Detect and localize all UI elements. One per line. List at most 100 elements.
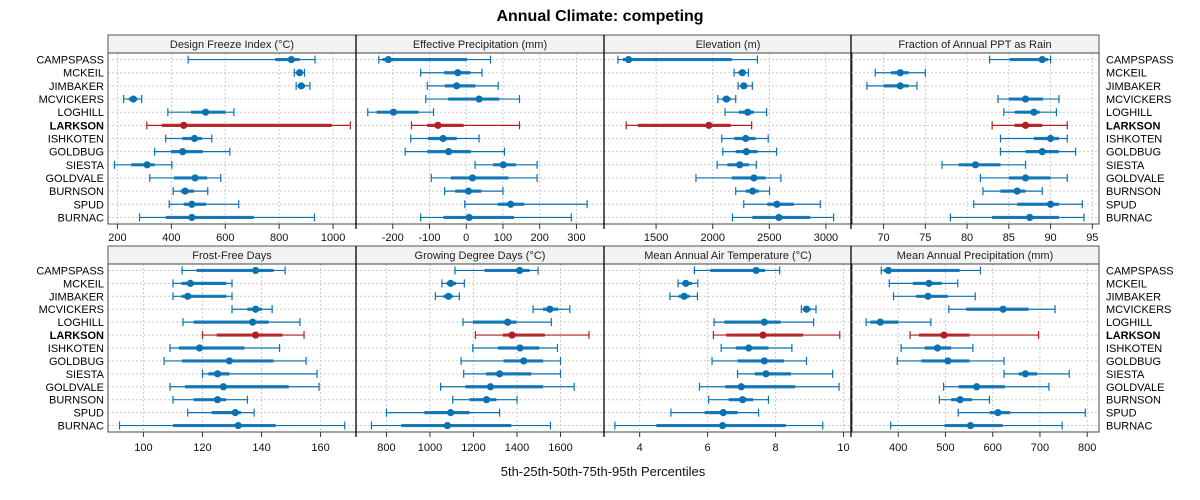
category-label: GOLDBUG (49, 147, 104, 159)
median-point (520, 357, 528, 365)
row-larkson (991, 121, 1068, 130)
category-label: BURNSON (1106, 395, 1161, 407)
row-burnson (452, 395, 518, 404)
row-siesta (474, 160, 538, 169)
strip-title: Frost-Free Days (192, 250, 272, 262)
median-point (1030, 108, 1038, 116)
row-burnac (731, 213, 835, 222)
median-point (738, 69, 746, 77)
x-tick-label: 3000 (814, 232, 838, 244)
strip-title: Effective Precipitation (mm) (413, 39, 547, 51)
median-point (736, 161, 744, 169)
median-point (956, 396, 964, 404)
x-tick-label: 90 (1044, 232, 1056, 244)
row-larkson (201, 331, 305, 340)
panel-effective-precipitation-mm: Effective Precipitation (mm) -200 -100 0 100… (355, 34, 605, 244)
row-mcvickers (123, 95, 143, 104)
median-point (465, 213, 473, 222)
x-tick-label: 1600 (548, 442, 572, 454)
median-point (439, 134, 447, 143)
median-point (994, 409, 1002, 417)
category-label: ISHKOTEN (48, 134, 104, 146)
row-goldvale (430, 173, 538, 182)
category-label: SIESTA (1106, 160, 1145, 172)
panel-elevation-m: Elevation (m) 1500 2000 2500 3000 (603, 34, 853, 244)
panel-fraction-of-annual-ppt-as-rain: Fraction of Annual PPT as Rain 70 75 80 85 90… (850, 34, 1174, 244)
median-point (760, 357, 768, 365)
median-point (508, 331, 516, 339)
row-jimbaker (426, 81, 499, 90)
row-goldvale (440, 382, 575, 391)
row-ishkoten (472, 344, 559, 352)
category-label: LOGHILL (58, 107, 104, 119)
median-point (973, 383, 981, 391)
x-tick-label: 300 (567, 232, 585, 244)
median-point (252, 305, 260, 313)
category-label: BURNAC (58, 421, 105, 433)
median-point (749, 187, 757, 195)
median-point (129, 95, 137, 103)
panel-growing-degree-days-c: Growing Degree Days (°C) 800 1000 1200 1400 1… (355, 245, 605, 454)
row-goldvale (149, 173, 222, 182)
median-point (195, 344, 204, 352)
median-point (296, 69, 304, 77)
median-point (252, 266, 260, 275)
x-tick-label: 600 (216, 232, 234, 244)
row-ishkoten (999, 134, 1068, 143)
median-point (213, 370, 222, 378)
row-siesta (941, 160, 1027, 169)
category-label: LOGHILL (1106, 107, 1152, 119)
category-label: LOGHILL (1106, 317, 1152, 329)
category-label: LOGHILL (58, 317, 104, 329)
row-spud (743, 200, 821, 209)
row-goldbug (404, 147, 506, 156)
row-jimbaker (434, 292, 460, 301)
median-point (389, 108, 398, 116)
median-point (188, 200, 196, 208)
median-point (231, 409, 239, 417)
median-point (705, 121, 713, 129)
row-loghill (865, 318, 932, 327)
median-point (896, 82, 904, 90)
row-ishkoten (169, 344, 281, 352)
x-axis-label: 5th-25th-50th-75th-95th Percentiles (501, 464, 706, 479)
median-point (486, 383, 495, 391)
median-point (213, 396, 222, 404)
category-label: CAMPSPASS (1106, 55, 1174, 67)
x-tick-label: 800 (270, 232, 288, 244)
category-label: MCVICKERS (1106, 304, 1171, 316)
median-point (802, 305, 811, 313)
category-label: SPUD (73, 199, 104, 211)
median-point (1046, 134, 1055, 143)
median-point (468, 174, 477, 182)
x-tick-label: 6 (705, 442, 711, 454)
category-label: MCVICKERS (39, 94, 104, 106)
row-burnson (172, 187, 209, 196)
x-tick-label: 200 (108, 232, 126, 244)
x-tick-label: 100 (134, 442, 152, 454)
x-tick-label: 95 (1086, 232, 1098, 244)
row-mckeil (874, 68, 926, 77)
category-label: ISHKOTEN (1106, 343, 1162, 355)
row-goldvale (169, 382, 320, 391)
x-tick-label: 120 (193, 442, 211, 454)
row-burnson (938, 395, 991, 404)
row-burnac (118, 421, 346, 430)
category-label: MCKEIL (1106, 278, 1147, 290)
row-larkson (146, 121, 351, 130)
median-point (447, 409, 455, 417)
median-point (444, 148, 453, 156)
row-siesta (1003, 369, 1070, 378)
panel-mean-annual-air-temperature-c: Mean Annual Air Temperature (°C) 4 6 8 10 (603, 245, 853, 454)
x-tick-label: 400 (162, 232, 180, 244)
row-jimbaker (669, 292, 699, 301)
median-point (944, 357, 952, 365)
median-point (453, 82, 461, 90)
median-point (1021, 121, 1030, 129)
median-point (1038, 55, 1046, 64)
median-point (507, 200, 515, 208)
median-point (1021, 95, 1030, 103)
median-point (516, 344, 524, 352)
x-tick-label: 70 (877, 232, 889, 244)
